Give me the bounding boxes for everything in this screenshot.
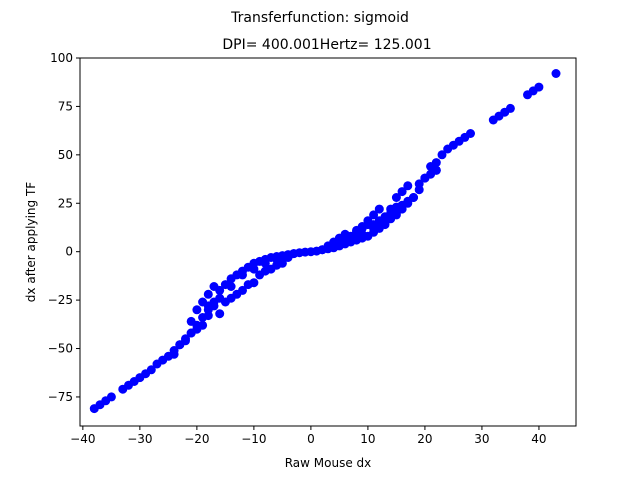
data-point [369, 220, 379, 230]
data-point [238, 270, 247, 280]
x-tick-label: 30 [474, 432, 489, 446]
data-point [203, 289, 213, 299]
data-point [260, 266, 270, 276]
x-axis-label: Raw Mouse dx [285, 456, 372, 470]
data-point [346, 235, 356, 245]
x-tick-label: 40 [531, 432, 546, 446]
data-point [505, 103, 515, 113]
data-point [203, 301, 213, 311]
x-tick-label: −10 [241, 432, 266, 446]
y-tick-label: −50 [48, 342, 73, 356]
data-point [226, 282, 236, 291]
data-point [391, 202, 401, 212]
y-tick-label: 0 [65, 245, 73, 259]
data-point [175, 340, 185, 350]
data-point [380, 212, 390, 222]
x-axis-ticks: −40 −30 −20 −10 0 10 20 30 40 [70, 426, 547, 446]
data-point [317, 245, 327, 255]
data-point [272, 254, 282, 264]
y-tick-label: 50 [58, 148, 73, 162]
y-tick-label: −25 [48, 293, 73, 307]
data-point [397, 187, 407, 197]
x-tick-label: 0 [307, 432, 315, 446]
y-tick-label: 25 [58, 196, 73, 210]
data-point [146, 365, 156, 375]
plot-frame [79, 57, 577, 427]
chart-title: DPI= 400.001Hertz= 125.001 [222, 37, 431, 53]
data-point [431, 158, 441, 168]
data-point [466, 129, 475, 138]
data-point [243, 280, 253, 290]
data-point [215, 309, 225, 319]
data-point [414, 179, 424, 189]
data-point [232, 289, 242, 299]
data-point [403, 198, 413, 208]
data-point [431, 165, 441, 175]
x-tick-label: −30 [127, 432, 152, 446]
data-point [551, 69, 561, 78]
data-point [369, 210, 379, 220]
data-point [391, 193, 401, 202]
x-tick-label: 10 [360, 432, 375, 446]
y-tick-label: 75 [58, 99, 73, 113]
data-point [203, 311, 213, 321]
data-point [420, 173, 430, 183]
y-tick-label: 100 [50, 51, 73, 65]
x-tick-label: −20 [184, 432, 209, 446]
data-point [169, 349, 179, 359]
chart-suptitle: Transferfunction: sigmoid [230, 10, 409, 26]
data-point [106, 392, 116, 402]
data-point [534, 82, 544, 92]
data-point [192, 324, 202, 334]
data-points [89, 69, 561, 414]
x-tick-label: 20 [417, 432, 432, 446]
x-tick-label: −40 [70, 432, 95, 446]
data-point [403, 181, 413, 191]
y-tick-label: −75 [48, 390, 73, 404]
data-point [374, 204, 384, 214]
data-point [192, 305, 202, 315]
data-point [289, 249, 299, 259]
data-point [409, 193, 418, 202]
data-point [437, 150, 447, 160]
data-point [215, 293, 225, 303]
y-axis-ticks: −75 −50 −25 0 25 50 75 100 [48, 51, 80, 404]
data-point [357, 229, 367, 239]
data-point [260, 258, 270, 268]
y-axis-label: dx after applying TF [24, 182, 38, 302]
data-point [249, 264, 259, 274]
data-point [215, 285, 225, 295]
